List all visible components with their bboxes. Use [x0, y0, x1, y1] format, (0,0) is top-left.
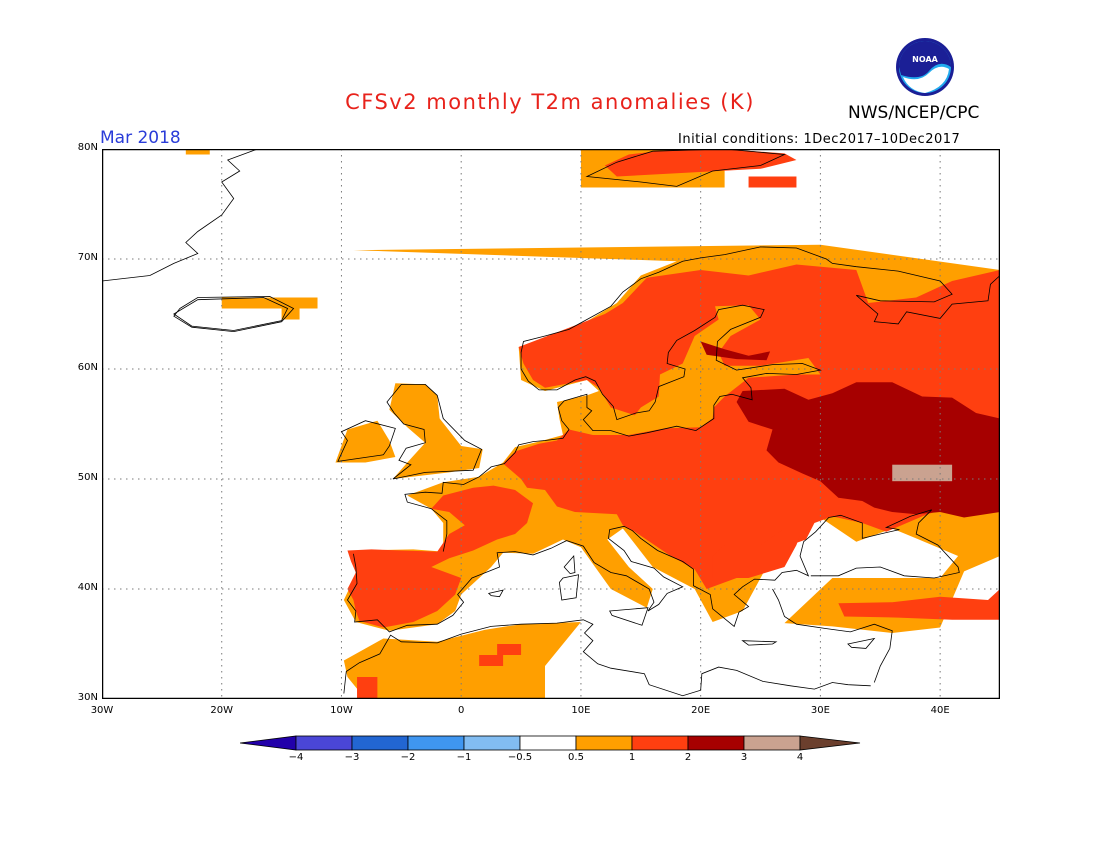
region-greenland-cell	[185, 149, 210, 155]
region-western-russia	[736, 382, 1000, 518]
map-frame	[102, 149, 1000, 699]
latitude-label: 50N	[77, 472, 98, 483]
colorbar-bin	[743, 735, 801, 751]
coastline-greenland	[102, 149, 258, 282]
colorbar-tick-label: −0.5	[507, 752, 533, 763]
colorbar-tick-label: 0.5	[568, 752, 584, 763]
region-africa-gap	[562, 666, 605, 699]
region-3-4K-cell	[892, 464, 953, 482]
longitude-label: 20W	[210, 705, 234, 716]
colorbar-tick-label: −2	[400, 752, 416, 763]
coastline-turkey-levant	[772, 588, 893, 683]
colorbar-bin	[240, 735, 297, 751]
noaa-logo-icon: NOAA	[896, 38, 954, 96]
coastline-mediterranean-north	[346, 509, 960, 633]
colorbar-tick-label: 3	[740, 752, 748, 763]
region-bothnian-coast	[700, 341, 771, 361]
region-britain	[389, 383, 483, 479]
logo-text: NOAA	[912, 55, 938, 64]
colorbar-tick-label: 1	[628, 752, 636, 763]
coastline-mallorca	[487, 589, 504, 598]
coastline-britain	[386, 383, 483, 480]
longitude-label: 10W	[330, 705, 353, 716]
colorbar-tick-label: −4	[288, 752, 304, 763]
region-iberia-france	[347, 485, 534, 628]
anomaly-cells	[179, 149, 1000, 699]
region-svalbard-red2	[748, 176, 797, 188]
coastline-iceland	[173, 295, 295, 333]
longitude-label: 40E	[930, 705, 950, 716]
coastline-corsica	[563, 555, 576, 575]
coastline-sardinia	[558, 574, 579, 601]
colorbar	[240, 735, 861, 751]
coastline-cyprus	[847, 637, 876, 649]
colorbar-bin	[463, 735, 521, 751]
coastline-crete	[741, 640, 778, 646]
colorbar-bin	[407, 735, 465, 751]
region-iceland-north	[221, 297, 318, 309]
region-turkey	[838, 589, 1000, 620]
coastline-north-africa	[343, 619, 871, 697]
colorbar-tick-label: −1	[456, 752, 472, 763]
latitude-label: 70N	[77, 252, 98, 263]
initial-conditions-label: Initial conditions: 1Dec2017–10Dec2017	[678, 132, 961, 147]
coastlines	[102, 149, 1000, 697]
colorbar-bin	[631, 735, 689, 751]
region-north-africa	[343, 622, 581, 699]
coastline-iceland-outline	[173, 297, 289, 331]
coastline-svalbard	[585, 149, 787, 187]
region-algeria-cell	[479, 655, 504, 666]
colorbar-bin	[799, 735, 861, 751]
colorbar-bin	[295, 735, 353, 751]
anomaly-map	[102, 149, 1000, 699]
colorbar-tick-label: 4	[796, 752, 804, 763]
region-algeria-cell2	[497, 644, 522, 655]
colorbar-tick-label: 2	[684, 752, 692, 763]
latitude-label: 40N	[77, 582, 98, 593]
latitude-label: 60N	[77, 362, 98, 373]
agency-label: NWS/NCEP/CPC	[848, 103, 980, 123]
colorbar-tick-label: −3	[344, 752, 360, 763]
longitude-label: 0	[458, 705, 465, 716]
longitude-label: 20E	[691, 705, 711, 716]
region-svalbard-red	[604, 149, 797, 177]
region-balkans	[712, 528, 803, 578]
colorbar-bin	[351, 735, 409, 751]
coastline-north-europe	[404, 246, 1000, 552]
colorbar-bin	[687, 735, 745, 751]
map-title: CFSv2 monthly T2m anomalies (K)	[345, 90, 755, 114]
coastline-sicily	[609, 607, 649, 626]
latitude-label: 30N	[77, 692, 98, 703]
coastline-ireland	[337, 420, 396, 462]
longitude-label: 30E	[810, 705, 830, 716]
colorbar-bin	[575, 735, 633, 751]
region-ireland	[335, 420, 396, 463]
longitude-label: 10E	[571, 705, 591, 716]
latitude-label: 80N	[77, 142, 98, 153]
colorbar-bin	[519, 735, 577, 751]
valid-month-label: Mar 2018	[100, 128, 181, 148]
longitude-label: 30W	[90, 705, 114, 716]
region-iceland-east	[281, 308, 300, 320]
region-morocco-cell	[357, 677, 378, 699]
